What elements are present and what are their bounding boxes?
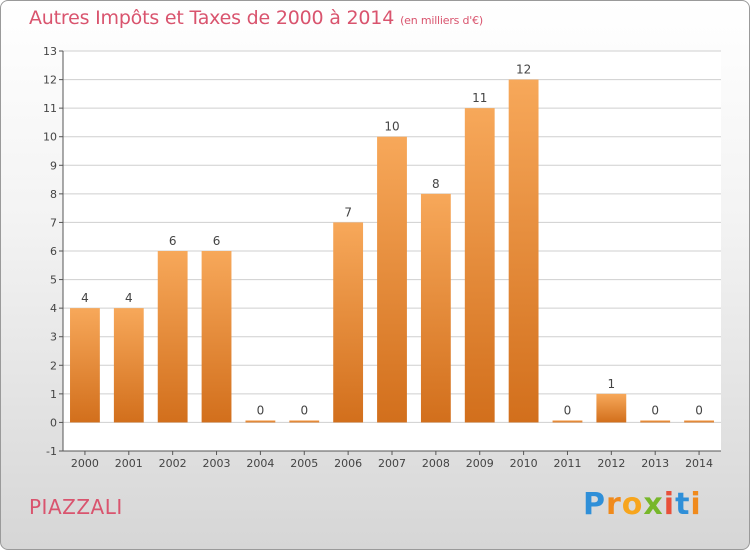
bar-2007 (377, 136, 407, 423)
chart-unit: (en milliers d'€) (400, 14, 483, 27)
x-tick-label-2005: 2005 (290, 457, 318, 470)
y-tick-label: 8 (50, 188, 57, 201)
y-tick-label: -1 (46, 445, 57, 458)
x-tick-label-2000: 2000 (71, 457, 99, 470)
x-tick-label-2007: 2007 (378, 457, 406, 470)
data-label-2012: 1 (608, 377, 616, 391)
x-tick-label-2006: 2006 (334, 457, 362, 470)
proxiti-logo: Proxiti (583, 487, 702, 522)
x-tick-label-2004: 2004 (246, 457, 274, 470)
commune-name: PIAZZALI (29, 495, 123, 519)
data-label-2006: 7 (344, 205, 352, 219)
data-label-2007: 10 (384, 120, 399, 134)
y-tick-label: 4 (50, 302, 57, 315)
data-label-2014: 0 (695, 403, 703, 417)
data-label-2005: 0 (300, 403, 308, 417)
y-tick-label: 10 (43, 131, 57, 144)
data-label-2004: 0 (257, 403, 265, 417)
bar-2004 (245, 420, 276, 423)
x-tick-label-2009: 2009 (466, 457, 494, 470)
x-tick-label-2001: 2001 (115, 457, 143, 470)
x-tick-label-2011: 2011 (553, 457, 581, 470)
bar-2010 (508, 79, 539, 423)
data-label-2013: 0 (651, 403, 659, 417)
x-tick-label-2014: 2014 (685, 457, 713, 470)
data-label-2002: 6 (169, 234, 177, 248)
y-tick-label: 5 (50, 274, 57, 287)
bar-2001 (113, 308, 144, 423)
bar-2000 (70, 308, 100, 423)
y-tick-label: 1 (50, 388, 57, 401)
y-tick-label: 3 (50, 331, 57, 344)
data-label-2010: 12 (516, 63, 531, 77)
bar-2008 (420, 193, 451, 423)
data-label-2003: 6 (213, 234, 221, 248)
y-tick-label: 11 (43, 102, 57, 115)
x-tick-label-2012: 2012 (597, 457, 625, 470)
bar-2011 (552, 420, 583, 423)
y-tick-label: 12 (43, 74, 57, 87)
x-tick-label-2003: 2003 (203, 457, 231, 470)
bar-2013 (640, 420, 671, 423)
chart-title-text: Autres Impôts et Taxes de 2000 à 2014 (29, 7, 395, 29)
bar-2012 (596, 393, 627, 423)
data-label-2008: 8 (432, 177, 440, 191)
bar-2009 (464, 108, 495, 423)
bar-2006 (333, 222, 364, 423)
x-tick-label-2010: 2010 (510, 457, 538, 470)
y-tick-label: 2 (50, 359, 57, 372)
x-tick-label-2002: 2002 (159, 457, 187, 470)
bar-2002 (157, 251, 188, 423)
y-tick-label: 13 (43, 45, 57, 58)
data-label-2009: 11 (472, 91, 487, 105)
y-tick-label: 9 (50, 159, 57, 172)
y-tick-label: 7 (50, 216, 57, 229)
data-label-2001: 4 (125, 291, 133, 305)
bar-2014 (684, 420, 714, 423)
y-tick-label: 0 (50, 416, 57, 429)
chart-title: Autres Impôts et Taxes de 2000 à 2014 (en… (29, 7, 483, 29)
y-tick-label: 6 (50, 245, 57, 258)
x-tick-label-2013: 2013 (641, 457, 669, 470)
x-tick-label-2008: 2008 (422, 457, 450, 470)
data-label-2000: 4 (81, 291, 89, 305)
bar-2003 (201, 251, 232, 423)
data-label-2011: 0 (564, 403, 572, 417)
bar-2005 (289, 420, 320, 423)
